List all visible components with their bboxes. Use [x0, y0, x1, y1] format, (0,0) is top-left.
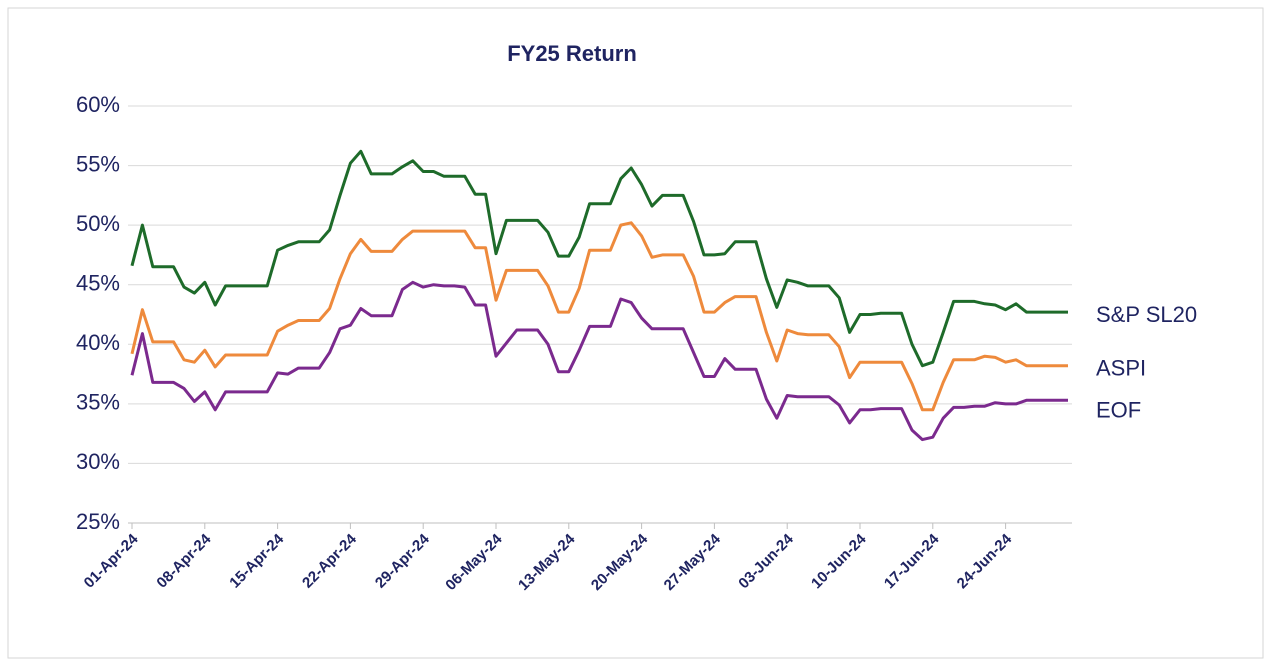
series-line — [130, 221, 1068, 412]
series-line — [130, 280, 1068, 442]
y-tick-label: 55% — [76, 151, 120, 176]
series-line — [130, 149, 1068, 368]
y-tick-label: 40% — [76, 330, 120, 355]
legend-label: S&P SL20 — [1096, 302, 1197, 327]
y-tick-label: 25% — [76, 509, 120, 534]
y-tick-label: 50% — [76, 211, 120, 236]
y-tick-label: 30% — [76, 449, 120, 474]
y-tick-label: 60% — [76, 92, 120, 117]
chart-frame — [7, 7, 1264, 659]
y-tick-label: 45% — [76, 271, 120, 296]
legend-label: ASPI — [1096, 356, 1146, 381]
chart-title: FY25 Return — [507, 41, 637, 66]
y-tick-label: 35% — [76, 390, 120, 415]
legend-label: EOF — [1096, 398, 1141, 423]
